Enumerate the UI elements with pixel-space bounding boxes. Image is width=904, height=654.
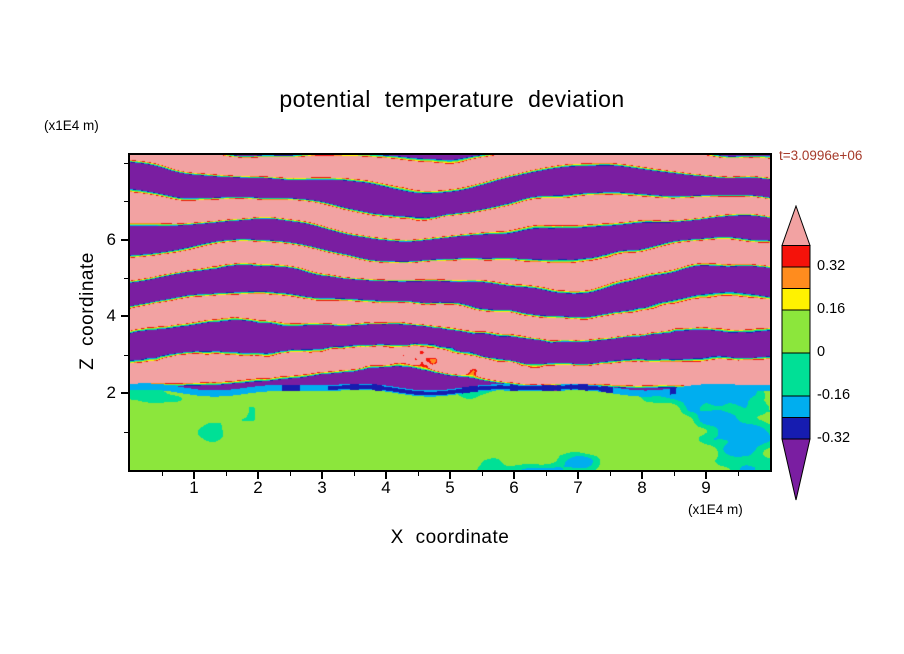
colorbar-label: 0 bbox=[817, 344, 826, 360]
x-tick bbox=[641, 472, 643, 479]
y-tick bbox=[121, 238, 128, 241]
y-tick-label: 6 bbox=[106, 229, 116, 249]
y-minor-tick bbox=[124, 162, 128, 164]
x-minor-tick bbox=[482, 472, 483, 476]
y-minor-tick bbox=[124, 431, 128, 433]
x-tick bbox=[257, 472, 259, 479]
y-minor-tick bbox=[124, 278, 128, 279]
colorbar-segment bbox=[781, 288, 811, 311]
x-tick bbox=[577, 472, 579, 479]
x-tick bbox=[321, 472, 323, 479]
x-minor-tick bbox=[354, 472, 355, 476]
chart-title: potential temperature deviation bbox=[279, 86, 625, 112]
x-minor-tick bbox=[546, 472, 547, 476]
x-tick-label: 9 bbox=[701, 478, 711, 497]
colorbar-segment bbox=[781, 266, 811, 289]
y-tick-label: 4 bbox=[106, 306, 116, 326]
contour-canvas bbox=[128, 153, 772, 472]
timestamp-label: t=3.0996e+06 bbox=[779, 148, 863, 163]
x-tick-label: 5 bbox=[445, 478, 455, 497]
colorbar-label: 0.16 bbox=[817, 301, 846, 317]
x-axis-unit-label: (x1E4 m) bbox=[688, 502, 743, 517]
x-minor-tick bbox=[418, 472, 419, 476]
x-tick-label: 3 bbox=[317, 478, 327, 497]
x-tick-label: 7 bbox=[573, 478, 583, 497]
colorbar-arrow-high bbox=[781, 205, 811, 246]
y-minor-tick bbox=[124, 354, 128, 356]
x-minor-tick bbox=[162, 472, 163, 476]
x-minor-tick bbox=[674, 472, 675, 476]
x-tick bbox=[385, 472, 387, 479]
colorbar-segment bbox=[781, 245, 811, 268]
x-tick-label: 4 bbox=[381, 478, 391, 497]
colorbar-segment bbox=[781, 352, 811, 397]
x-tick bbox=[449, 472, 451, 479]
colorbar bbox=[781, 205, 811, 501]
x-tick-label: 1 bbox=[189, 478, 199, 497]
y-tick bbox=[121, 392, 128, 395]
x-tick-label: 2 bbox=[253, 478, 263, 497]
colorbar-label: -0.32 bbox=[817, 430, 851, 446]
colorbar-label: -0.16 bbox=[817, 387, 851, 403]
colorbar-segment bbox=[781, 417, 811, 440]
x-minor-tick bbox=[226, 472, 227, 476]
x-tick-label: 8 bbox=[637, 478, 647, 497]
x-minor-tick bbox=[290, 472, 291, 476]
x-tick-label: 6 bbox=[509, 478, 519, 497]
x-minor-tick bbox=[610, 472, 611, 476]
x-tick bbox=[705, 472, 707, 479]
x-axis-title: X coordinate bbox=[390, 527, 510, 548]
x-tick bbox=[193, 472, 195, 479]
colorbar-segment bbox=[781, 309, 811, 354]
y-axis-unit-label: (x1E4 m) bbox=[44, 118, 99, 133]
y-tick-label: 2 bbox=[106, 383, 116, 403]
x-minor-tick bbox=[738, 472, 739, 476]
colorbar-arrow-low bbox=[781, 438, 811, 501]
y-minor-tick bbox=[124, 201, 128, 203]
colorbar-segment bbox=[781, 395, 811, 418]
y-tick bbox=[121, 315, 128, 318]
colorbar-label: 0.32 bbox=[817, 258, 846, 274]
x-tick bbox=[513, 472, 515, 479]
